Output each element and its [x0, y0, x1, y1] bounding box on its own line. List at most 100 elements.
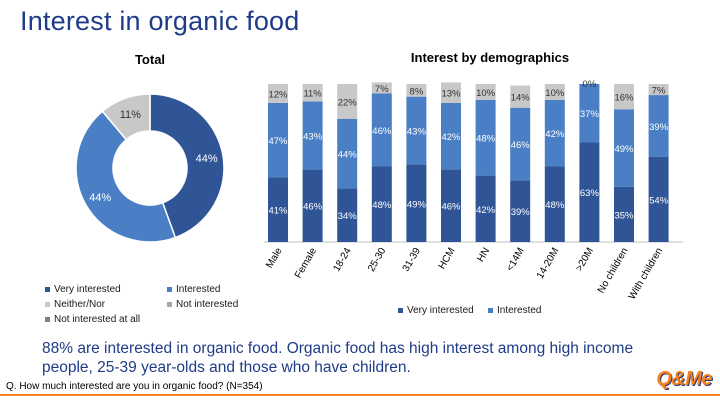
- footnote: Q. How much interested are you in organi…: [6, 381, 263, 392]
- x-tick-label: 31-39: [401, 246, 424, 274]
- bar-data-label: 22%: [338, 97, 358, 108]
- bar-data-label: 0%: [583, 79, 597, 90]
- bar-data-label: 43%: [303, 131, 323, 142]
- bar-data-label: 8%: [410, 86, 424, 97]
- bar-segment: [371, 93, 392, 167]
- bar-data-label: 46%: [303, 202, 323, 213]
- legend-label: Neither/Nor: [54, 299, 106, 310]
- donut-data-label: 11%: [120, 109, 141, 121]
- legend-swatch: [45, 302, 50, 307]
- legend-label: Very interested: [54, 284, 121, 295]
- bar-segment: [268, 177, 288, 242]
- bar-data-label: 49%: [407, 199, 427, 210]
- legend-swatch: [167, 287, 172, 292]
- bar-data-label: 46%: [511, 140, 531, 151]
- legend-swatch: [167, 302, 172, 307]
- bar-data-label: 49%: [614, 144, 634, 155]
- bar-segment: [406, 164, 427, 242]
- bar-segment: [544, 166, 565, 242]
- bar-data-label: 39%: [511, 207, 531, 218]
- bar-data-label: 16%: [614, 93, 634, 104]
- bar-segment: [441, 82, 461, 103]
- bar-segment: [268, 102, 288, 178]
- legend-swatch: [45, 287, 50, 292]
- legend-item: Not interested at all: [45, 314, 140, 325]
- bar-segment: [406, 96, 427, 165]
- legend-item: Very interested: [398, 305, 474, 316]
- bar-segment: [544, 99, 565, 167]
- bar-segment: [579, 142, 600, 242]
- brand-logo: Q&Me: [656, 368, 712, 390]
- bar-segment: [337, 188, 358, 242]
- bar-segment: [441, 169, 461, 242]
- donut-data-label: 44%: [196, 153, 218, 165]
- bar-segment: [337, 118, 358, 189]
- bar-segment: [441, 102, 461, 170]
- bar-data-label: 37%: [580, 109, 600, 120]
- bar-segment: [302, 84, 323, 102]
- x-tick-label: HCM: [437, 246, 458, 271]
- bar-segment: [302, 169, 323, 242]
- bar-segment: [371, 82, 392, 94]
- legend-label: Not interested at all: [54, 314, 141, 325]
- x-tick-label: With children: [627, 246, 665, 302]
- bar-data-label: 42%: [441, 132, 461, 143]
- bottom-divider: [0, 394, 720, 408]
- bar-legend: Very interested Interested: [398, 305, 598, 319]
- donut-legend: Very interested Interested Neither/Nor N…: [45, 284, 285, 334]
- bar-data-label: 10%: [545, 88, 565, 99]
- x-tick-label: 18-24: [331, 246, 354, 274]
- bar-data-label: 48%: [476, 134, 496, 145]
- bar-segment: [648, 156, 669, 242]
- bar-segment: [648, 84, 669, 96]
- bar-segment: [475, 175, 496, 242]
- donut-slice: [149, 93, 225, 239]
- bar-segment: [510, 180, 531, 242]
- x-tick-label: Female: [293, 246, 319, 281]
- donut-chart: 44% 44% 11%: [75, 93, 225, 243]
- bar-segment: [544, 84, 565, 100]
- x-tick-label: 14-20M: [535, 246, 561, 281]
- bar-data-label: 11%: [303, 89, 322, 100]
- bar-segment: [614, 186, 634, 242]
- bar-data-label: 42%: [476, 205, 496, 216]
- legend-label: Not interested: [176, 299, 239, 310]
- legend-swatch: [488, 308, 493, 313]
- bar-data-label: 44%: [338, 150, 358, 161]
- bar-chart-title: Interest by demographics: [410, 50, 570, 65]
- legend-item: Neither/Nor: [45, 299, 105, 310]
- x-tick-label: >20M: [574, 246, 596, 273]
- bar-data-label: 14%: [511, 93, 531, 104]
- bar-data-label: 41%: [268, 206, 288, 217]
- bar-segment: [406, 84, 427, 97]
- page-title: Interest in organic food: [20, 6, 300, 36]
- bar-segment: [302, 101, 323, 170]
- bar-segment: [337, 84, 358, 119]
- legend-item: Not interested: [167, 299, 238, 310]
- bar-data-label: 7%: [375, 84, 389, 95]
- legend-item: Very interested: [45, 284, 121, 295]
- bar-data-label: 10%: [476, 88, 496, 99]
- bar-segment: [648, 95, 669, 157]
- donut-slice: [75, 110, 177, 243]
- legend-swatch: [45, 317, 50, 322]
- legend-item: Interested: [488, 305, 541, 316]
- x-tick-label: Male: [264, 246, 285, 271]
- donut-data-label: 44%: [89, 192, 111, 204]
- bar-data-label: 12%: [268, 89, 288, 100]
- legend-swatch: [398, 308, 403, 313]
- bar-data-label: 7%: [652, 86, 666, 97]
- bar-data-label: 48%: [372, 200, 392, 211]
- legend-label: Interested: [497, 305, 542, 316]
- x-tick-label: HN: [475, 246, 492, 264]
- bar-data-label: 34%: [338, 211, 358, 222]
- legend-label: Interested: [176, 284, 221, 295]
- bar-data-label: 46%: [372, 126, 392, 137]
- bar-data-label: 39%: [649, 122, 669, 133]
- legend-item: Interested: [167, 284, 220, 295]
- donut-title: Total: [134, 52, 166, 67]
- summary-text: 88% are interested in organic food. Orga…: [42, 340, 634, 376]
- bar-data-label: 35%: [614, 210, 634, 221]
- bar-data-label: 43%: [407, 127, 427, 138]
- bar-segment: [371, 166, 392, 242]
